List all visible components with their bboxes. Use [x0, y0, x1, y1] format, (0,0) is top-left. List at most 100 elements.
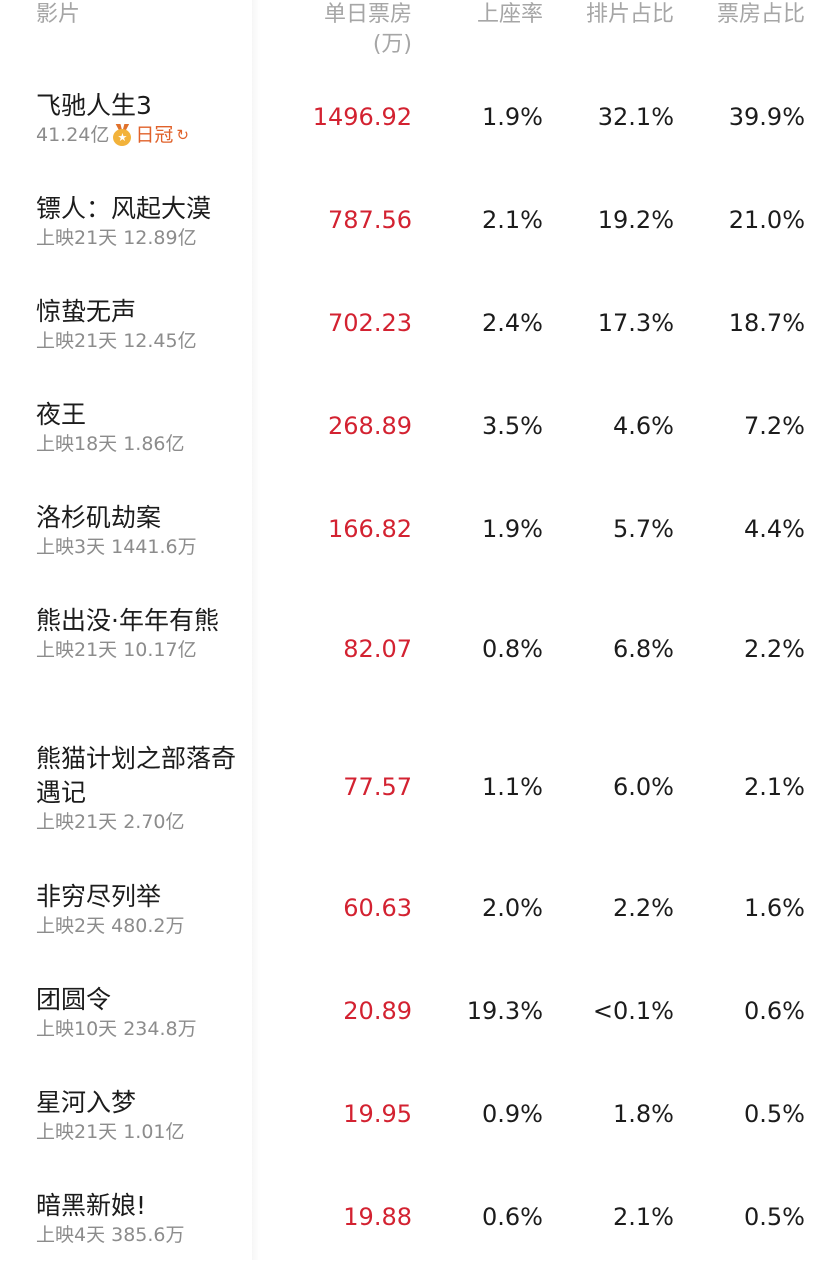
movie-subtitle: 上映4天 385.6万 — [36, 1223, 251, 1247]
movie-title: 惊蛰无声 — [36, 296, 137, 326]
movie-meta: 上映21天 2.70亿 — [36, 811, 185, 833]
box-share: 2.2% — [744, 635, 805, 663]
movie-info: 飞驰人生3 41.24亿 日冠↻ — [36, 89, 251, 147]
box-share: 39.9% — [728, 102, 805, 131]
movie-info: 镖人：风起大漠 上映21天 12.89亿 — [36, 192, 251, 250]
box-share: 7.2% — [744, 411, 805, 440]
daily-box-office: 268.89 — [328, 411, 412, 440]
seat-rate: 2.1% — [482, 205, 543, 234]
movie-meta: 上映21天 12.89亿 — [36, 226, 197, 249]
box-share: 18.7% — [728, 308, 805, 337]
schedule-share: <0.1% — [592, 996, 674, 1025]
seat-rate: 1.9% — [482, 102, 543, 131]
movie-meta: 上映2天 480.2万 — [36, 914, 185, 937]
movie-subtitle: 上映18天 1.86亿 — [36, 432, 251, 456]
movie-title: 飞驰人生3 — [36, 90, 152, 120]
seat-rate: 0.9% — [482, 1099, 543, 1128]
daily-box-office: 702.23 — [328, 308, 412, 337]
table-row[interactable]: 星河入梦 上映21天 1.01亿 19.95 0.9% 1.8% 0.5% — [0, 1063, 822, 1166]
movie-info: 夜王 上映18天 1.86亿 — [36, 398, 251, 456]
box-share: 4.4% — [744, 514, 805, 543]
schedule-share: 2.2% — [613, 893, 674, 922]
seat-rate: 19.3% — [466, 996, 543, 1025]
header-seat-rate[interactable]: 上座率 — [476, 2, 543, 27]
medal-icon — [112, 124, 132, 146]
header-box-office-unit: (万) — [372, 32, 412, 57]
column-divider — [252, 0, 260, 1260]
table-row[interactable]: 飞驰人生3 41.24亿 日冠↻ 1496.92 1.9% 32.1% 39.9% — [0, 66, 822, 169]
table-row[interactable]: 团圆令 上映10天 234.8万 20.89 19.3% <0.1% 0.6% — [0, 960, 822, 1063]
schedule-share: 6.8% — [613, 635, 674, 663]
movie-meta: 上映21天 1.01亿 — [36, 1120, 185, 1143]
movie-meta: 上映21天 12.45亿 — [36, 329, 197, 352]
refresh-icon[interactable]: ↻ — [176, 125, 189, 144]
movie-meta: 41.24亿 — [36, 123, 110, 146]
header-schedule-share[interactable]: 排片占比 — [585, 2, 674, 27]
daily-box-office: 82.07 — [343, 635, 412, 663]
movie-title: 夜王 — [36, 399, 87, 429]
seat-rate: 3.5% — [482, 411, 543, 440]
table-row[interactable]: 熊出没·年年有熊 上映21天 10.17亿 82.07 0.8% 6.8% 2.2% — [0, 581, 822, 719]
box-share: 0.5% — [744, 1202, 805, 1231]
seat-rate: 1.1% — [482, 773, 543, 801]
schedule-share: 19.2% — [597, 205, 674, 234]
movie-meta: 上映10天 234.8万 — [36, 1017, 197, 1040]
schedule-share: 2.1% — [613, 1202, 674, 1231]
header-box-office[interactable]: 单日票房 (万) — [324, 0, 412, 60]
movie-info: 星河入梦 上映21天 1.01亿 — [36, 1086, 251, 1144]
movie-title: 星河入梦 — [36, 1087, 137, 1117]
movie-info: 洛杉矶劫案 上映3天 1441.6万 — [36, 501, 251, 559]
movie-info: 熊猫计划之部落奇遇记 上映21天 2.70亿 — [36, 742, 251, 834]
movie-title: 熊猫计划之部落奇遇记 — [36, 744, 237, 807]
box-share: 2.1% — [744, 773, 805, 801]
movie-info: 熊出没·年年有熊 上映21天 10.17亿 — [36, 604, 251, 662]
header-box-share[interactable]: 票房占比 — [716, 2, 805, 27]
box-share: 21.0% — [728, 205, 805, 234]
box-share: 0.5% — [744, 1099, 805, 1128]
box-share: 0.6% — [744, 996, 805, 1025]
schedule-share: 1.8% — [613, 1099, 674, 1128]
movie-title: 洛杉矶劫案 — [36, 502, 162, 532]
daily-box-office: 60.63 — [343, 893, 412, 922]
daily-box-office: 19.95 — [343, 1099, 412, 1128]
table-row[interactable]: 夜王 上映18天 1.86亿 268.89 3.5% 4.6% 7.2% — [0, 375, 822, 478]
movie-subtitle: 上映10天 234.8万 — [36, 1017, 251, 1041]
header-box-office-label: 单日票房 — [323, 2, 412, 27]
movie-subtitle: 41.24亿 日冠↻ — [36, 123, 251, 147]
table-row[interactable]: 惊蛰无声 上映21天 12.45亿 702.23 2.4% 17.3% 18.7% — [0, 272, 822, 375]
movie-subtitle: 上映21天 12.45亿 — [36, 329, 251, 353]
schedule-share: 17.3% — [597, 308, 674, 337]
table-row[interactable]: 非穷尽列举 上映2天 480.2万 60.63 2.0% 2.2% 1.6% — [0, 857, 822, 960]
daily-box-office: 787.56 — [328, 205, 412, 234]
movie-info: 惊蛰无声 上映21天 12.45亿 — [36, 295, 251, 353]
table-row[interactable]: 暗黑新娘! 上映4天 385.6万 19.88 0.6% 2.1% 0.5% — [0, 1166, 822, 1269]
table-row[interactable]: 洛杉矶劫案 上映3天 1441.6万 166.82 1.9% 5.7% 4.4% — [0, 478, 822, 581]
schedule-share: 5.7% — [613, 514, 674, 543]
daily-box-office: 1496.92 — [312, 102, 412, 131]
table-row[interactable]: 镖人：风起大漠 上映21天 12.89亿 787.56 2.1% 19.2% 21.0% — [0, 169, 822, 272]
schedule-share: 32.1% — [597, 102, 674, 131]
movie-meta: 上映18天 1.86亿 — [36, 432, 185, 455]
seat-rate: 2.0% — [482, 893, 543, 922]
daily-box-office: 77.57 — [343, 773, 412, 801]
movie-meta: 上映4天 385.6万 — [36, 1223, 185, 1246]
movie-title: 团圆令 — [36, 984, 112, 1014]
table-header: 影片 单日票房 (万) 上座率 排片占比 票房占比 — [0, 0, 822, 66]
movie-info: 暗黑新娘! 上映4天 385.6万 — [36, 1189, 251, 1247]
movie-subtitle: 上映2天 480.2万 — [36, 914, 251, 938]
movie-subtitle: 上映21天 12.89亿 — [36, 226, 251, 250]
daily-box-office: 20.89 — [343, 996, 412, 1025]
movie-info: 团圆令 上映10天 234.8万 — [36, 983, 251, 1041]
box-share: 1.6% — [744, 893, 805, 922]
movie-subtitle: 上映21天 2.70亿 — [36, 810, 251, 834]
schedule-share: 6.0% — [613, 773, 674, 801]
seat-rate: 1.9% — [482, 514, 543, 543]
header-film[interactable]: 影片 — [36, 2, 81, 27]
daily-champion-badge: 日冠 — [135, 123, 174, 146]
movie-meta: 上映3天 1441.6万 — [36, 535, 197, 558]
table-row[interactable]: 熊猫计划之部落奇遇记 上映21天 2.70亿 77.57 1.1% 6.0% 2.1% — [0, 719, 822, 857]
movie-title: 暗黑新娘! — [36, 1190, 147, 1220]
movie-info: 非穷尽列举 上映2天 480.2万 — [36, 880, 251, 938]
seat-rate: 2.4% — [482, 308, 543, 337]
seat-rate: 0.8% — [482, 635, 543, 663]
